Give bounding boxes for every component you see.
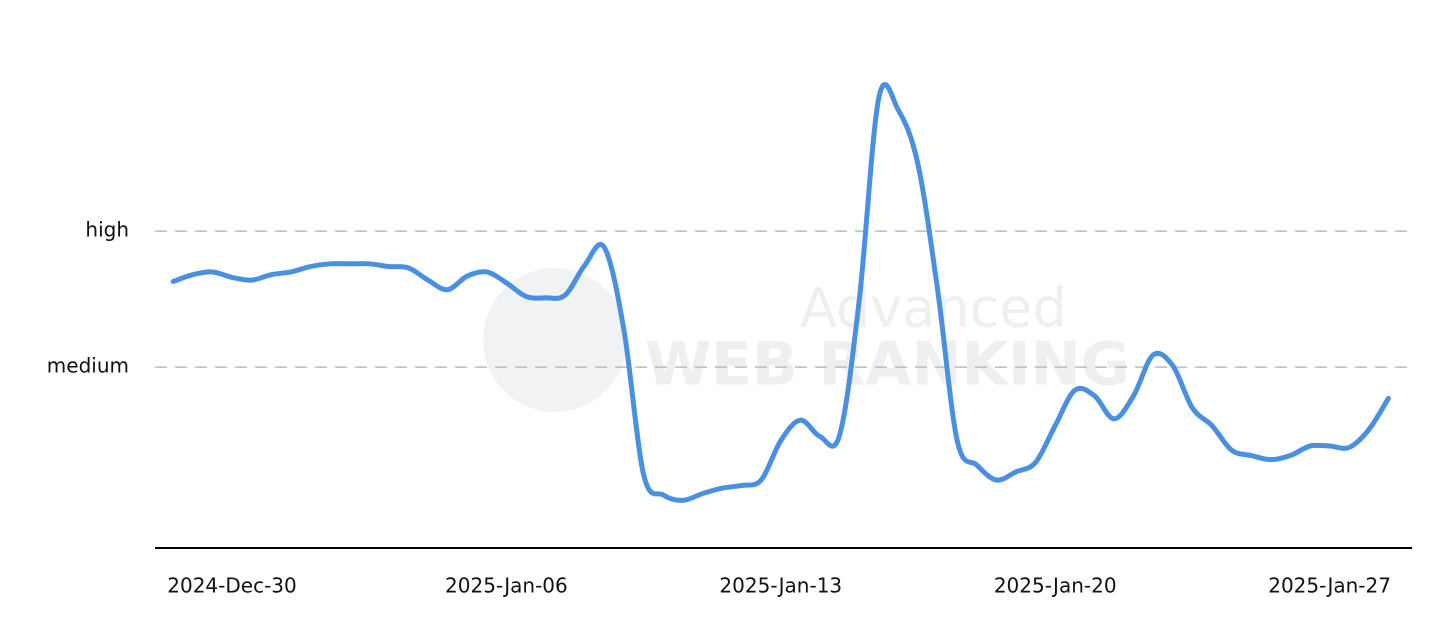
x-tick-label: 2025-Jan-06 [445,574,568,598]
x-tick-label: 2025-Jan-20 [994,574,1117,598]
watermark-logo [483,268,627,412]
y-tick-label: high [85,218,129,242]
line [170,82,1391,503]
x-tick-label: 2024-Dec-30 [167,574,296,598]
y-tick-label: medium [47,354,129,378]
watermark: WEB RANKING [645,330,1130,400]
x-tick-label: 2025-Jan-27 [1268,574,1391,598]
x-tick-label: 2025-Jan-13 [719,574,842,598]
watermark: Advanced [800,277,1067,340]
